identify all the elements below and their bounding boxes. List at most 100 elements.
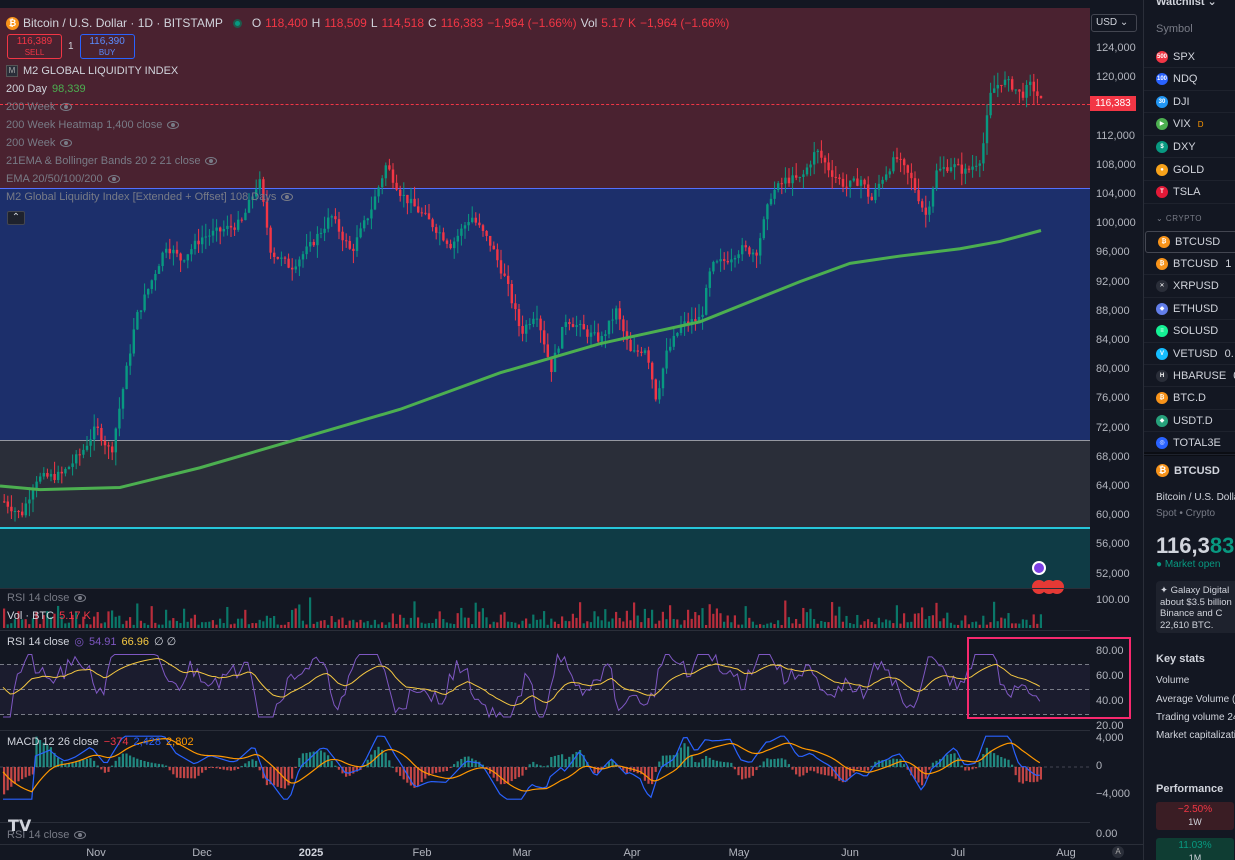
eye-hidden-icon[interactable] (74, 594, 87, 602)
volume-bar (388, 622, 391, 628)
candle-body (438, 232, 441, 234)
indicator-200-week-heatmap[interactable]: 200 Week Heatmap 1,400 close (6, 119, 180, 131)
rocket-event-icon[interactable] (1032, 561, 1046, 575)
performance-1m[interactable]: 11.03% 1M (1156, 838, 1234, 860)
event-markers[interactable] (1032, 561, 1064, 597)
indicator-ema[interactable]: EMA 20/50/100/200 (6, 173, 120, 185)
candle-body (233, 227, 236, 230)
volume-bar (287, 622, 290, 628)
crypto-item-vetusd[interactable]: V VETUSD 0. (1144, 343, 1235, 365)
rsi-settings-icon[interactable]: ◎ (74, 636, 84, 648)
macd-pane[interactable]: MACD 12 26 close −374 2,428 2,802 (0, 730, 1090, 822)
volume-bar (795, 618, 798, 628)
watchlist-title[interactable]: Watchlist ⌄ (1156, 0, 1217, 8)
auto-scale-button[interactable]: A (1112, 846, 1124, 858)
btcusd-icon: ₿ (1156, 257, 1168, 270)
chart-area[interactable]: ₿ Bitcoin / U.S. Dollar · 1D · BITSTAMP … (0, 8, 1143, 860)
crypto-item-btcusd[interactable]: ₿ BTCUSD (1145, 231, 1235, 253)
rsi-legend[interactable]: RSI 14 close ◎ 54.91 66.96 ∅ ∅ (7, 635, 176, 649)
macd-histogram-bar (741, 767, 744, 780)
crypto-item-btcusd[interactable]: ₿ BTCUSD 1 (1144, 253, 1235, 276)
eye-hidden-icon[interactable] (205, 157, 218, 165)
eye-hidden-icon[interactable] (60, 139, 73, 147)
watchlist-item-vix[interactable]: ▶ VIX D (1144, 114, 1235, 136)
detail-symbol[interactable]: ₿ BTCUSD (1156, 464, 1220, 477)
currency-select[interactable]: USD ⌄ (1091, 14, 1137, 32)
crypto-item-total3e[interactable]: ◎ TOTAL3E (1144, 433, 1235, 455)
crypto-section-header[interactable]: ⌄ CRYPTO (1156, 214, 1202, 223)
crypto-item-ethusd[interactable]: ◆ ETHUSD (1144, 298, 1235, 321)
candle-body (453, 241, 456, 249)
crypto-item-solusd[interactable]: ≡ SOLUSD (1144, 321, 1235, 343)
rsi-pane[interactable]: RSI 14 close ◎ 54.91 66.96 ∅ ∅ (0, 630, 1090, 730)
candle-body (798, 176, 801, 178)
candle-body (157, 266, 161, 274)
macd-histogram-bar (953, 753, 956, 767)
candle-body (665, 350, 668, 369)
performance-1w[interactable]: −2.50% 1W (1156, 802, 1234, 830)
volume-legend[interactable]: Vol · BTC 5.17 K (7, 610, 91, 622)
crypto-item-hbaruse[interactable]: H HBARUSE 0. (1144, 365, 1235, 388)
indicator-ema-bollinger[interactable]: 21EMA & Bollinger Bands 20 2 21 close (6, 155, 218, 167)
rsi-bottom-axis[interactable]: 0.00 (1090, 822, 1143, 846)
rsi-bottom-pane[interactable]: RSI 14 close (0, 822, 1090, 846)
watchlist-item-dji[interactable]: 30 DJI (1144, 91, 1235, 114)
indicator-m2-extended[interactable]: M2 Global Liquidity Index [Extended + Of… (6, 191, 294, 203)
candle-body (989, 92, 992, 116)
watchlist-item-tsla[interactable]: T TSLA (1144, 182, 1235, 204)
watchlist-item-gold[interactable]: ● GOLD (1144, 159, 1235, 181)
us-flag-event-icon[interactable] (1050, 580, 1064, 594)
volume-axis-tick: 100.00 (1096, 594, 1130, 606)
eye-hidden-icon[interactable] (74, 831, 87, 839)
macd-histogram-bar (964, 767, 967, 771)
indicator-m2[interactable]: M M2 GLOBAL LIQUIDITY INDEX (6, 65, 178, 77)
candle-body (921, 201, 924, 208)
eye-hidden-icon[interactable] (60, 103, 73, 111)
volume-bar (557, 623, 560, 628)
rsi-top-legend[interactable]: RSI 14 close (7, 592, 87, 604)
symbol-legend[interactable]: ₿ Bitcoin / U.S. Dollar · 1D · BITSTAMP … (6, 15, 729, 31)
tradingview-logo[interactable]: TV (8, 816, 32, 835)
eye-hidden-icon[interactable] (281, 193, 294, 201)
collapse-legend-button[interactable]: ⌃ (7, 211, 25, 225)
indicator-label: 200 Week (6, 101, 56, 113)
price-axis[interactable]: 124,000120,000116,000112,000108,000104,0… (1090, 8, 1143, 588)
watchlist-item-ndq[interactable]: 100 NDQ (1144, 69, 1235, 91)
indicator-200-week-2[interactable]: 200 Week (6, 137, 73, 149)
volume-pane[interactable]: RSI 14 close Vol · BTC 5.17 K (0, 588, 1090, 628)
buy-button[interactable]: 116,390 BUY (79, 34, 135, 59)
symbol-column-header[interactable]: Symbol (1156, 23, 1193, 35)
volume-bar (863, 621, 866, 628)
volume-bar (305, 624, 308, 628)
time-axis[interactable]: Nov Dec 2025 Feb Mar Apr May Jun Jul Aug (0, 844, 1143, 860)
indicator-200-week[interactable]: 200 Week (6, 101, 73, 113)
main-price-pane[interactable] (0, 8, 1090, 588)
candle-body (100, 427, 103, 441)
vol-pane-label: Vol · BTC (7, 610, 55, 622)
candle-body (64, 469, 67, 474)
volume-axis[interactable]: 100.00 (1090, 588, 1143, 628)
indicator-200-day[interactable]: 200 Day 98,339 (6, 83, 86, 95)
macd-legend[interactable]: MACD 12 26 close −374 2,428 2,802 (7, 736, 194, 748)
macd-histogram-bar (971, 767, 974, 770)
macd-axis[interactable]: 4,000 0 −4,000 (1090, 730, 1143, 822)
volume-bar (1011, 623, 1014, 628)
rsi-bottom-legend[interactable]: RSI 14 close (7, 829, 87, 841)
candlestick-series (0, 71, 1043, 522)
rsi-axis-tick: 80.00 (1096, 645, 1124, 657)
right-panel[interactable]: Watchlist ⌄ Symbol ⌄ CRYPTO ₿ BTCUSD Bit… (1143, 0, 1235, 860)
watchlist-item-spx[interactable]: 500 SPX (1144, 46, 1235, 68)
watchlist-item-dxy[interactable]: $ DXY (1144, 136, 1235, 159)
macd-histogram-bar (291, 767, 294, 779)
time-axis-tick: Aug (1056, 847, 1076, 859)
symbol-title[interactable]: Bitcoin / U.S. Dollar · 1D · BITSTAMP (23, 16, 223, 30)
rsi-axis[interactable]: 80.00 60.00 40.00 20.00 (1090, 630, 1143, 732)
eye-hidden-icon[interactable] (107, 175, 120, 183)
crypto-item-xrpusd[interactable]: ✕ XRPUSD (1144, 276, 1235, 298)
crypto-item-btcd[interactable]: ₿ BTC.D (1144, 388, 1235, 410)
news-item[interactable]: ✦ Galaxy Digital about $3.5 billion like… (1156, 581, 1235, 633)
crypto-item-usdtd[interactable]: ◆ USDT.D (1144, 410, 1235, 433)
macd-histogram-bar (622, 767, 625, 771)
sell-button[interactable]: 116,389 SELL (7, 34, 62, 59)
eye-hidden-icon[interactable] (167, 121, 180, 129)
